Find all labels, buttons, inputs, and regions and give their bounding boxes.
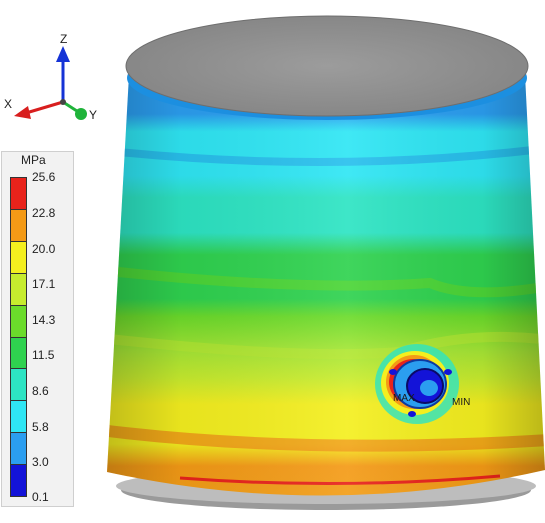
legend-swatch [11,337,26,370]
legend-tick-label: 5.8 [32,420,49,434]
legend-swatch [11,369,26,402]
z-axis-arrowhead [56,46,70,62]
axis-origin [60,99,66,105]
legend-tick-label: 22.8 [32,206,56,220]
legend-tick-label: 25.6 [32,170,56,184]
hole-spot [389,369,397,375]
x-axis-label: X [4,97,13,111]
legend-tick-label: 14.3 [32,313,56,327]
legend-color-bar [10,177,27,497]
legend-swatch [11,178,26,210]
x-axis-line [25,100,64,115]
axis-triad [14,46,87,120]
max-label: MAX [393,393,415,404]
legend-tick-label: 0.1 [32,490,49,504]
legend-swatch [11,465,26,497]
min-label: MIN [452,397,471,408]
legend-tick-label: 11.5 [32,348,55,362]
hole-spot [444,369,452,375]
legend-tick-label: 3.0 [32,455,49,469]
legend-swatch [11,273,26,306]
cylinder-top-face [125,15,529,117]
legend-swatch [11,433,26,466]
legend-tick-label: 17.1 [32,277,56,291]
y-axis-marker [75,108,87,120]
legend-swatch [11,305,26,338]
cylinder-body [107,75,545,496]
legend-swatch [11,401,26,434]
hole-spot [408,411,416,417]
legend-swatch [11,209,26,242]
z-axis-label: Z [60,32,68,46]
hole-stress-region [375,344,459,424]
legend-swatch [11,241,26,274]
legend-tick-label: 20.0 [32,242,56,256]
legend-unit-label: MPa [21,153,46,167]
x-axis-arrowhead [14,106,31,119]
y-axis-label: Y [89,108,98,122]
legend-tick-label: 8.6 [32,384,49,398]
hole-core [420,380,438,396]
